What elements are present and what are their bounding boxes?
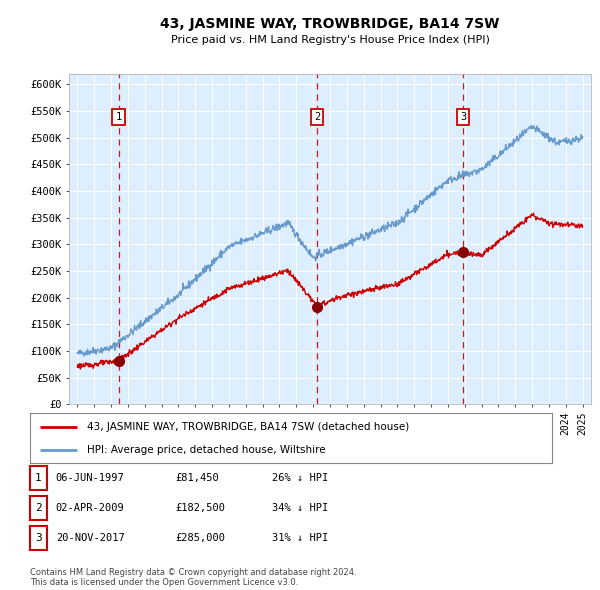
Text: Contains HM Land Registry data © Crown copyright and database right 2024.: Contains HM Land Registry data © Crown c… xyxy=(30,568,356,577)
Text: This data is licensed under the Open Government Licence v3.0.: This data is licensed under the Open Gov… xyxy=(30,578,298,587)
Text: 02-APR-2009: 02-APR-2009 xyxy=(56,503,125,513)
Text: 1: 1 xyxy=(35,473,42,483)
Text: £182,500: £182,500 xyxy=(176,503,226,513)
Text: 31% ↓ HPI: 31% ↓ HPI xyxy=(272,533,328,543)
Text: 2: 2 xyxy=(314,112,320,122)
Text: 06-JUN-1997: 06-JUN-1997 xyxy=(56,473,125,483)
Text: 3: 3 xyxy=(35,533,42,543)
Text: £285,000: £285,000 xyxy=(176,533,226,543)
Text: 1: 1 xyxy=(115,112,122,122)
Text: 20-NOV-2017: 20-NOV-2017 xyxy=(56,533,125,543)
Text: 3: 3 xyxy=(460,112,466,122)
Text: 43, JASMINE WAY, TROWBRIDGE, BA14 7SW: 43, JASMINE WAY, TROWBRIDGE, BA14 7SW xyxy=(160,17,500,31)
Text: Price paid vs. HM Land Registry's House Price Index (HPI): Price paid vs. HM Land Registry's House … xyxy=(170,35,490,45)
Text: 26% ↓ HPI: 26% ↓ HPI xyxy=(272,473,328,483)
Text: £81,450: £81,450 xyxy=(176,473,220,483)
Text: 34% ↓ HPI: 34% ↓ HPI xyxy=(272,503,328,513)
Text: 2: 2 xyxy=(35,503,42,513)
Text: 43, JASMINE WAY, TROWBRIDGE, BA14 7SW (detached house): 43, JASMINE WAY, TROWBRIDGE, BA14 7SW (d… xyxy=(88,421,410,431)
Text: HPI: Average price, detached house, Wiltshire: HPI: Average price, detached house, Wilt… xyxy=(88,445,326,455)
